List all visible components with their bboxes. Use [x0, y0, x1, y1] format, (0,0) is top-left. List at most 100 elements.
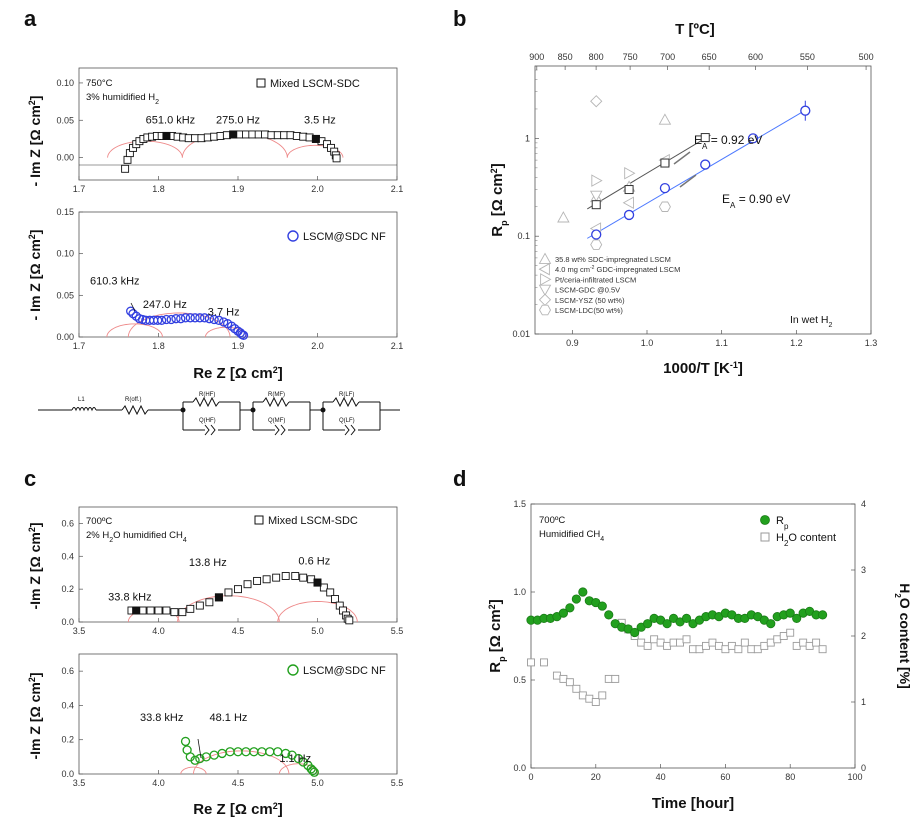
panel-a: 1.7 1.8 1.9 2.0 2.1 0.00 0.05 0.10 750°C 3% hum… [27, 67, 403, 436]
panel-letter-a: a [24, 6, 37, 31]
circuit-label-rhf: R(HF) [199, 392, 215, 398]
data-point-circle [195, 753, 205, 764]
circuit-label-qhf: Q(HF) [199, 418, 216, 424]
top-tick-label: 500 [859, 52, 874, 62]
highlight-point [162, 131, 171, 140]
data-point-square [121, 164, 130, 173]
data-point-circle [195, 313, 205, 323]
b-fit-lines [587, 108, 808, 239]
circuit-label-rmf: R(MF) [268, 392, 285, 398]
frequency-label: 275.0 Hz [216, 114, 260, 126]
data-point-circle [257, 747, 267, 757]
d-atmosphere: Humidified CH4 [539, 529, 604, 543]
h2o-point [527, 658, 535, 667]
frequency-label: 3.5 Hz [304, 114, 336, 126]
frequency-label: 3.7 Hz [208, 306, 240, 318]
x-tick-label: 4.0 [152, 778, 165, 788]
rp-point [558, 608, 569, 618]
x-tick-label: 60 [720, 772, 730, 782]
data-point-circle [241, 747, 251, 757]
frequency-label: 48.1 Hz [209, 712, 247, 724]
y-tick-label: 0.10 [56, 249, 74, 259]
data-point-circle [190, 313, 200, 323]
panel-d: 0 20 40 60 80 100 0.0 0.5 1.0 1.5 0 1 2 3 4 700ºC Humi… [487, 499, 913, 812]
rp-point [792, 613, 802, 624]
h2o-point [740, 638, 749, 647]
h2o-point [708, 638, 717, 647]
highlight-point [311, 134, 320, 143]
y-tick-label: 0.05 [56, 115, 74, 125]
a-top-frequency-labels: 651.0 kHz 275.0 Hz 3.5 Hz [146, 114, 336, 126]
y-tick-label: 0.00 [56, 332, 74, 342]
d-legend-h2o-marker [760, 532, 770, 542]
c-bottom-legend-label: LSCM@SDC NF [303, 665, 386, 677]
h2o-point [676, 638, 684, 647]
x-tick-label: 1.7 [73, 184, 86, 194]
y2-tick-label: 1 [861, 697, 866, 707]
frequency-label: 13.8 Hz [189, 557, 227, 569]
h2o-point [773, 635, 782, 644]
h2o-point [818, 645, 827, 654]
hexagon-marker [538, 304, 552, 316]
data-point-circle [204, 314, 215, 324]
b-top-axis-title: T [ºC] [675, 21, 715, 38]
diamond-marker [590, 95, 603, 108]
fit-arc [277, 601, 358, 623]
h2o-point [760, 641, 769, 650]
h2o-point [611, 674, 620, 683]
triangle-up-marker [538, 252, 552, 264]
y-tick-label: 1.0 [513, 587, 526, 597]
a-top-temperature: 750°C [86, 78, 113, 89]
c-top-atmosphere: 2% H2O humidified CH4 [86, 530, 187, 544]
a-bottom-ticks: 1.7 1.8 1.9 2.0 2.1 0.00 0.05 0.10 0.15 [56, 207, 403, 351]
c-x-axis-title: Re Z [Ω cm2] [193, 801, 283, 818]
a-top-legend-label: Mixed LSCM-SDC [270, 78, 360, 90]
c-top-frequency-labels: 33.8 kHz 13.8 Hz 0.6 Hz [108, 556, 330, 604]
x-tick-label: 2.0 [311, 341, 324, 351]
data-point-circle [166, 314, 176, 325]
b-ea-blue-label: EA = 0.90 eV [722, 192, 790, 210]
top-tick-label: 700 [660, 52, 675, 62]
rp-point [578, 587, 588, 597]
rp-point [817, 610, 828, 620]
triangle-down-marker [589, 190, 603, 203]
data-point-square [178, 608, 187, 617]
fit-arc [127, 312, 231, 338]
x-tick-label: 5.0 [311, 626, 324, 636]
data-point-circle [126, 306, 136, 316]
data-point-square [195, 601, 204, 610]
data-point-circle [185, 313, 195, 323]
panel-letter-d: d [453, 466, 466, 491]
a-x-axis-title: Re Z [Ω cm2] [193, 365, 283, 382]
x-tick-label: 1.3 [865, 338, 878, 348]
panel-letter-c: c [24, 466, 36, 491]
data-point-square [154, 606, 163, 615]
x-tick-label: 100 [847, 772, 862, 782]
rp-point [662, 619, 672, 629]
frequency-label: 33.8 kHz [140, 712, 183, 724]
frequency-label: 33.8 kHz [108, 592, 151, 604]
panel-letter-b: b [453, 6, 466, 31]
data-point-circle [308, 765, 318, 776]
hexagon-marker [658, 201, 671, 212]
y-tick-label: 0.2 [61, 735, 74, 745]
x-tick-label: 2.1 [391, 341, 404, 351]
highlight-point [132, 606, 141, 615]
y-tick-label: 0.6 [61, 666, 74, 676]
a-top-y-axis-title: - Im Z [Ω cm2] [27, 96, 43, 187]
data-point-circle [281, 748, 291, 759]
a-top-atmosphere: 3% humidified H2 [86, 92, 159, 106]
top-tick-label: 650 [702, 52, 717, 62]
b-legend-label: 35.8 wt% SDC-impregnated LSCM [555, 255, 671, 264]
top-tick-label: 800 [589, 52, 604, 62]
highlight-point [229, 130, 238, 139]
circle-marker [659, 182, 671, 194]
data-point-circle [180, 313, 191, 323]
x-tick-label: 4.0 [152, 626, 165, 636]
h2o-point [637, 638, 646, 647]
h2o-point [689, 645, 697, 654]
data-point-square [205, 598, 214, 607]
data-point-square [326, 588, 335, 597]
b-x-axis-title: 1000/T [K-1] [663, 360, 743, 377]
circle-marker [700, 159, 711, 170]
